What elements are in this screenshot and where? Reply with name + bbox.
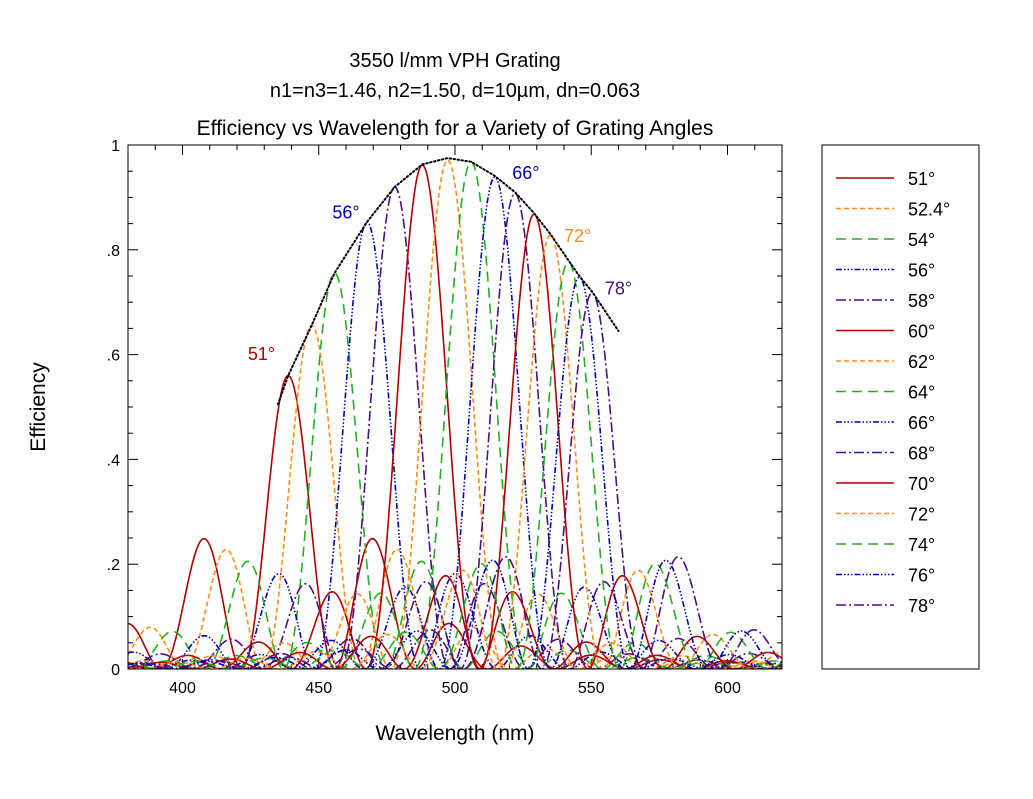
legend-item: 51° bbox=[836, 169, 935, 189]
y-tick-label: .4 bbox=[107, 452, 120, 469]
y-tick-label: 0 bbox=[111, 662, 120, 679]
legend-item: 64° bbox=[836, 383, 935, 403]
legend-label: 56° bbox=[908, 261, 935, 281]
x-tick-label: 550 bbox=[578, 680, 605, 697]
legend-label: 78° bbox=[908, 596, 935, 616]
legend-label: 76° bbox=[908, 566, 935, 586]
series-line-62 bbox=[128, 159, 782, 669]
peak-annotation: 78° bbox=[605, 278, 632, 298]
legend: 51° 52.4° 54° 56° 58° 60° 62° 64° 66° 68° 70° 72° 74… bbox=[821, 144, 980, 670]
legend-item: 58° bbox=[836, 291, 935, 311]
chart-title-line-2: n1=n3=1.46, n2=1.50, d=10µm, dn=0.063 bbox=[270, 80, 640, 102]
legend-item: 76° bbox=[836, 566, 935, 586]
series-line-66 bbox=[128, 176, 782, 669]
x-tick-label: 500 bbox=[442, 680, 469, 697]
legend-label: 60° bbox=[908, 322, 935, 342]
series-line-76 bbox=[128, 276, 782, 669]
legend-label: 51° bbox=[908, 169, 935, 189]
series-line-74 bbox=[128, 260, 782, 669]
series-line-78 bbox=[128, 292, 782, 669]
peak-annotation: 66° bbox=[512, 163, 539, 183]
legend-item: 66° bbox=[836, 413, 935, 433]
peak-annotation: 56° bbox=[332, 202, 359, 222]
legend-item: 54° bbox=[836, 230, 935, 250]
legend-item: 60° bbox=[836, 322, 935, 342]
y-tick-label: .8 bbox=[107, 243, 120, 260]
legend-item: 70° bbox=[836, 474, 935, 494]
peak-annotation: 51° bbox=[248, 344, 275, 364]
y-tick-label: 1 bbox=[111, 138, 120, 155]
legend-label: 72° bbox=[908, 505, 935, 525]
x-axis-label: Wavelength (nm) bbox=[375, 722, 534, 745]
series-line-64 bbox=[128, 160, 782, 669]
x-tick-label: 600 bbox=[714, 680, 741, 697]
peak-annotation: 72° bbox=[564, 226, 591, 246]
x-tick-label: 400 bbox=[169, 680, 196, 697]
annotations: 51° 56° 66° 72° 78° bbox=[248, 163, 632, 364]
chart-title-line-3: Efficiency vs Wavelength for a Variety o… bbox=[197, 117, 714, 140]
legend-item: 62° bbox=[836, 352, 935, 372]
y-tick-label: .6 bbox=[107, 348, 120, 365]
legend-item: 52.4° bbox=[836, 200, 950, 220]
legend-label: 74° bbox=[908, 535, 935, 555]
legend-label: 68° bbox=[908, 444, 935, 464]
legend-box bbox=[821, 144, 980, 670]
y-tick-label: .2 bbox=[107, 557, 120, 574]
axes: 400 450 500 550 600 0 .2 .4 .6 .8 1 bbox=[107, 138, 783, 697]
plot-frame bbox=[127, 144, 783, 670]
x-tick-label: 450 bbox=[305, 680, 332, 697]
series-line-72 bbox=[128, 234, 782, 669]
series-line-51 bbox=[128, 374, 782, 669]
curves bbox=[128, 157, 782, 669]
legend-label: 62° bbox=[908, 352, 935, 372]
series-line-58 bbox=[128, 186, 782, 669]
legend-label: 54° bbox=[908, 230, 935, 250]
legend-label: 64° bbox=[908, 383, 935, 403]
y-axis-label: Efficiency bbox=[27, 362, 50, 452]
series-line-60 bbox=[128, 163, 782, 669]
legend-item: 72° bbox=[836, 505, 935, 525]
envelope-line bbox=[276, 157, 620, 406]
series-line-56 bbox=[128, 221, 782, 669]
legend-label: 70° bbox=[908, 474, 935, 494]
chart-title-line-1: 3550 l/mm VPH Grating bbox=[349, 50, 560, 72]
legend-item: 68° bbox=[836, 444, 935, 464]
legend-label: 66° bbox=[908, 413, 935, 433]
legend-item: 74° bbox=[836, 535, 935, 555]
legend-item: 78° bbox=[836, 596, 935, 616]
series-line-54 bbox=[128, 272, 782, 669]
legend-label: 52.4° bbox=[908, 200, 950, 220]
legend-label: 58° bbox=[908, 291, 935, 311]
legend-item: 56° bbox=[836, 261, 935, 281]
